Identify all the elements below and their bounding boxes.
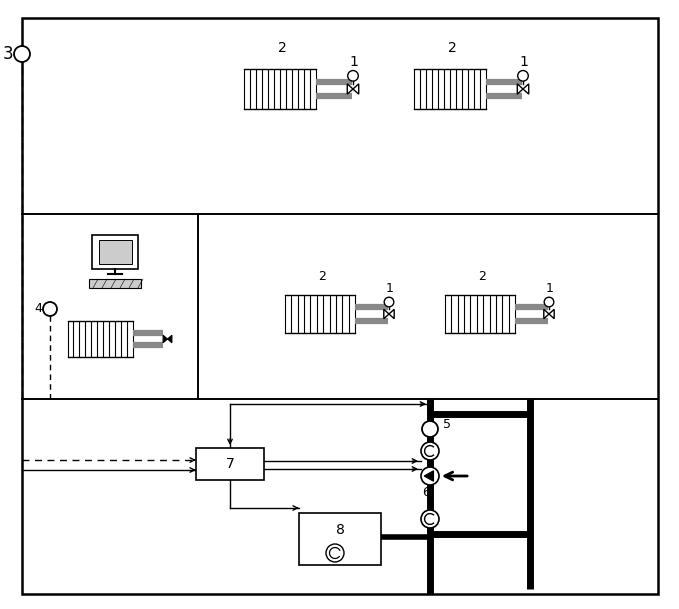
Circle shape bbox=[421, 510, 439, 528]
Text: 7: 7 bbox=[225, 457, 234, 471]
Text: 8: 8 bbox=[335, 523, 344, 537]
Circle shape bbox=[422, 421, 438, 437]
Bar bbox=[92, 235, 138, 269]
Circle shape bbox=[348, 71, 359, 81]
Text: 2: 2 bbox=[447, 41, 456, 55]
Polygon shape bbox=[347, 84, 353, 94]
Text: 4: 4 bbox=[34, 303, 42, 315]
Circle shape bbox=[544, 297, 554, 307]
Text: 2: 2 bbox=[478, 270, 486, 283]
Polygon shape bbox=[523, 84, 529, 94]
Polygon shape bbox=[424, 471, 433, 481]
Circle shape bbox=[326, 544, 344, 562]
Polygon shape bbox=[163, 336, 168, 343]
Bar bbox=[196, 448, 264, 480]
Bar bbox=[98, 240, 132, 264]
Polygon shape bbox=[384, 309, 389, 319]
Circle shape bbox=[421, 467, 439, 485]
Bar bbox=[299, 513, 381, 565]
Text: 6: 6 bbox=[422, 485, 430, 499]
Circle shape bbox=[421, 442, 439, 460]
Bar bbox=[89, 279, 141, 288]
Text: 5: 5 bbox=[443, 418, 451, 431]
Polygon shape bbox=[168, 336, 172, 343]
Polygon shape bbox=[517, 84, 523, 94]
Text: 1: 1 bbox=[546, 282, 554, 295]
Text: 1: 1 bbox=[386, 282, 394, 295]
Text: 2: 2 bbox=[318, 270, 326, 283]
Circle shape bbox=[14, 46, 30, 62]
Circle shape bbox=[517, 71, 528, 81]
Circle shape bbox=[43, 302, 57, 316]
Polygon shape bbox=[544, 309, 549, 319]
Polygon shape bbox=[389, 309, 394, 319]
Circle shape bbox=[384, 297, 394, 307]
Text: 1: 1 bbox=[350, 55, 359, 69]
Text: 1: 1 bbox=[519, 55, 528, 69]
Text: 3: 3 bbox=[3, 45, 14, 63]
Polygon shape bbox=[549, 309, 554, 319]
Polygon shape bbox=[353, 84, 359, 94]
Text: 2: 2 bbox=[278, 41, 287, 55]
